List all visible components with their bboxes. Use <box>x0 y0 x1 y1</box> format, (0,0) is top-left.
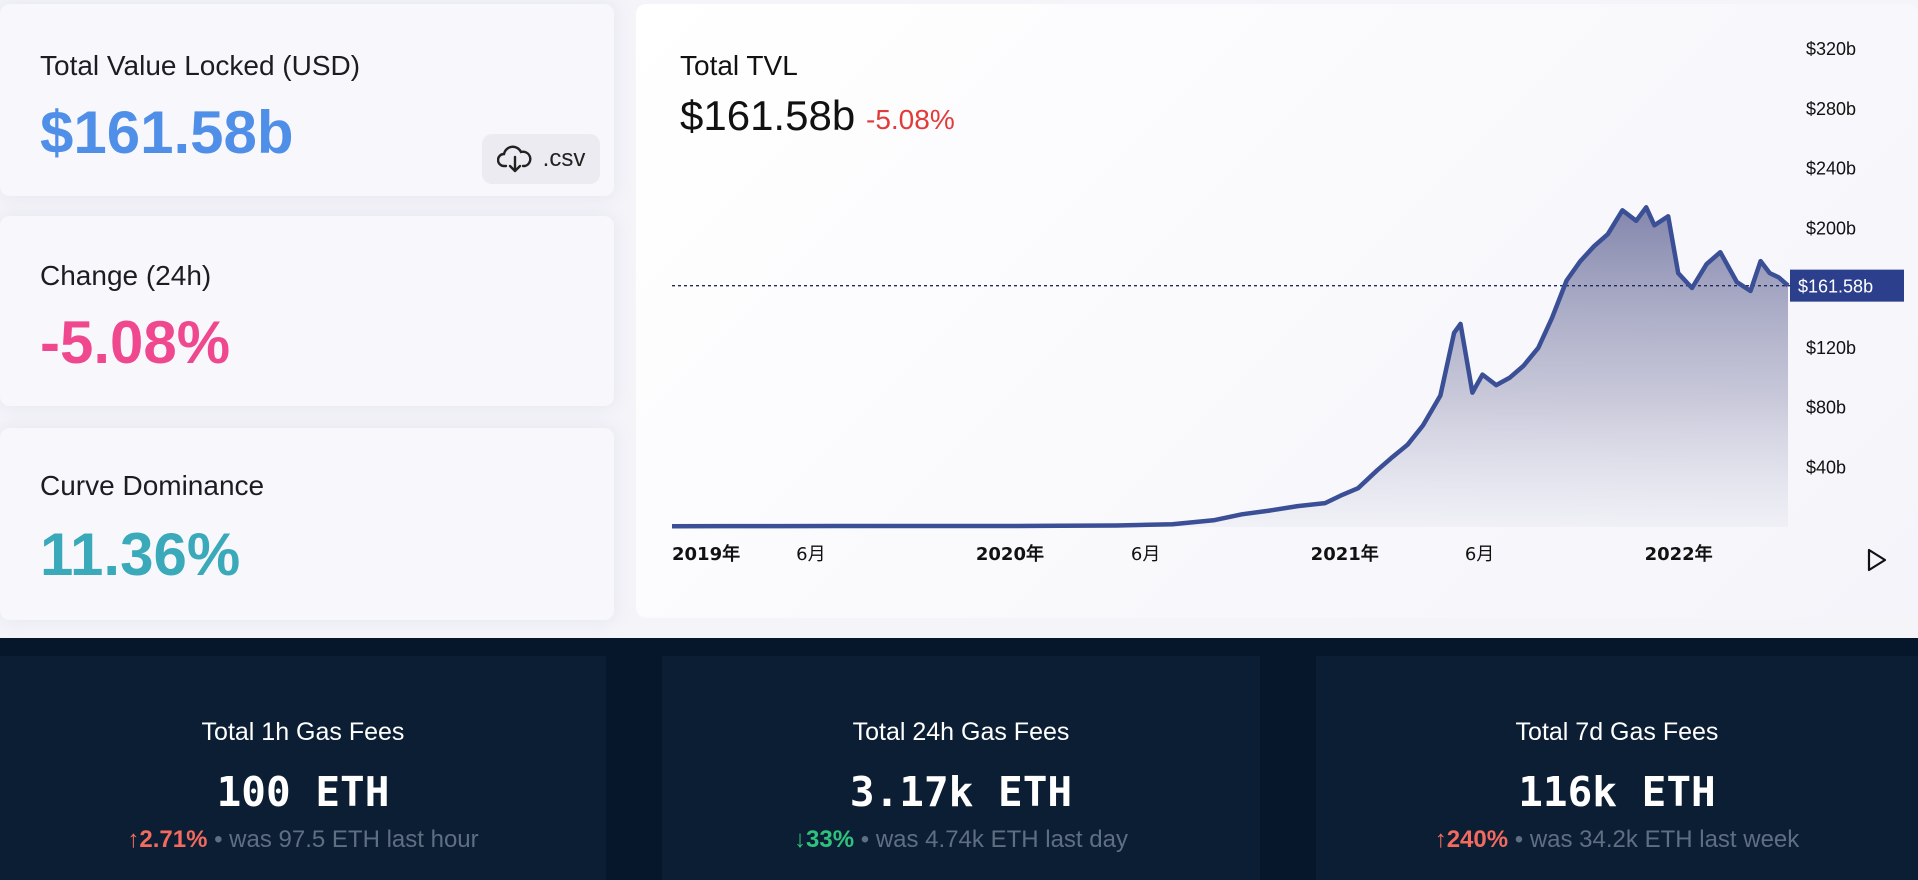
arrow-down-icon: ↓ <box>794 826 807 853</box>
x-tick-label: 2019年 <box>672 543 740 565</box>
arrow-up-icon: ↑ <box>1434 826 1447 853</box>
y-tick-label: $200b <box>1806 218 1856 238</box>
tvl-value: $161.58b <box>40 99 294 166</box>
gas-note: • was 97.5 ETH last hour <box>214 826 479 853</box>
tvl-area <box>672 207 1788 528</box>
gas-note: • was 4.74k ETH last day <box>860 826 1128 853</box>
current-value-tag-text: $161.58b <box>1798 277 1873 297</box>
x-tick-label: 6月 <box>1465 544 1494 565</box>
y-tick-label: $120b <box>1806 338 1856 358</box>
arrow-up-icon: ↑ <box>127 826 140 853</box>
gas-pct: 240% <box>1446 826 1509 853</box>
tvl-chart[interactable]: $40b $80b $120b $200b $240b $280b $320b 2019年 6… <box>0 0 1918 620</box>
y-tick-label: $80b <box>1806 398 1846 418</box>
change-value: -5.08% <box>40 309 231 376</box>
chart-change: -5.08% <box>866 104 955 135</box>
tvl-label: Total Value Locked (USD) <box>40 50 361 81</box>
dominance-card: Curve Dominance 11.36% <box>0 428 614 620</box>
change-card: Change (24h) -5.08% <box>0 216 614 406</box>
cloud-download-icon <box>496 145 532 173</box>
y-tick-label: $40b <box>1806 457 1846 477</box>
tvl-card: Total Value Locked (USD) $161.58b .csv <box>0 4 614 196</box>
csv-download-button[interactable]: .csv <box>482 134 600 184</box>
play-triangle-icon[interactable] <box>1864 546 1890 574</box>
dominance-value: 11.36% <box>40 521 241 588</box>
y-tick-label: $320b <box>1806 39 1856 59</box>
dominance-label: Curve Dominance <box>40 470 265 501</box>
gas-value: 116k ETH <box>1518 768 1716 816</box>
gas-pct: 2.71% <box>139 826 208 853</box>
chart-value: $161.58b <box>680 92 856 139</box>
x-tick-label: 2020年 <box>976 543 1044 565</box>
gas-title: Total 1h Gas Fees <box>201 718 405 746</box>
x-tick-label: 2022年 <box>1645 543 1713 565</box>
gas-fees-section: Total 1h Gas Fees 100 ETH ↑2.71% • was 9… <box>0 638 1918 880</box>
gas-subline: ↑2.71% • was 97.5 ETH last hour <box>0 826 606 854</box>
gas-value: 100 ETH <box>216 768 390 816</box>
gas-title: Total 24h Gas Fees <box>852 718 1070 746</box>
chart-title: Total TVL <box>680 50 798 81</box>
x-tick-label: 2021年 <box>1311 543 1379 565</box>
gas-subline: ↓33% • was 4.74k ETH last day <box>662 826 1260 854</box>
y-tick-label: $240b <box>1806 159 1856 179</box>
gas-value: 3.17k ETH <box>849 768 1073 816</box>
gas-card-1h: Total 1h Gas Fees 100 ETH ↑2.71% • was 9… <box>0 656 606 880</box>
change-label: Change (24h) <box>40 260 212 291</box>
gas-subline: ↑240% • was 34.2k ETH last week <box>1316 826 1918 854</box>
y-tick-label: $280b <box>1806 99 1856 119</box>
gas-pct: 33% <box>806 826 855 853</box>
gas-card-7d: Total 7d Gas Fees 116k ETH ↑240% • was 3… <box>1316 656 1918 880</box>
tvl-line <box>671 205 1790 529</box>
csv-label: .csv <box>542 145 586 172</box>
x-tick-label: 6月 <box>1131 544 1160 565</box>
current-value-tag: $161.58b <box>1790 269 1904 302</box>
x-tick-label: 6月 <box>796 544 825 565</box>
gas-note: • was 34.2k ETH last week <box>1514 826 1800 853</box>
gas-card-24h: Total 24h Gas Fees 3.17k ETH ↓33% • was … <box>662 656 1260 880</box>
gas-title: Total 7d Gas Fees <box>1515 718 1719 746</box>
dashboard-top: Total Value Locked (USD) $161.58b .csv C… <box>0 0 1918 638</box>
